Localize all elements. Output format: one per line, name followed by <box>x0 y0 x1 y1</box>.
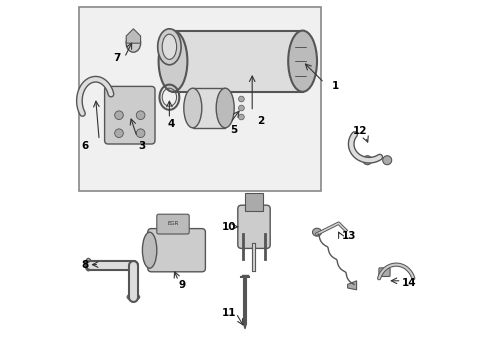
Text: 13: 13 <box>342 231 357 241</box>
Ellipse shape <box>162 34 176 59</box>
Text: 6: 6 <box>81 141 88 151</box>
Circle shape <box>136 129 145 138</box>
Circle shape <box>244 314 246 316</box>
Text: EGR: EGR <box>167 221 179 226</box>
Ellipse shape <box>288 31 317 92</box>
Text: 2: 2 <box>258 116 265 126</box>
FancyBboxPatch shape <box>379 268 390 276</box>
Text: 8: 8 <box>81 260 88 270</box>
Ellipse shape <box>127 294 140 300</box>
Ellipse shape <box>184 88 202 128</box>
Text: 3: 3 <box>139 141 146 151</box>
Circle shape <box>136 111 145 120</box>
Polygon shape <box>126 29 141 43</box>
Text: 14: 14 <box>401 278 416 288</box>
Ellipse shape <box>313 228 321 236</box>
FancyBboxPatch shape <box>245 193 263 211</box>
Ellipse shape <box>143 232 157 268</box>
Circle shape <box>115 111 123 120</box>
Circle shape <box>239 114 245 120</box>
Text: 12: 12 <box>353 126 368 136</box>
Text: 1: 1 <box>331 81 339 91</box>
Ellipse shape <box>159 31 187 92</box>
Polygon shape <box>347 281 357 290</box>
Ellipse shape <box>216 88 234 128</box>
Polygon shape <box>193 88 225 128</box>
Text: 7: 7 <box>114 53 121 63</box>
Text: 9: 9 <box>178 280 186 291</box>
Ellipse shape <box>85 258 92 271</box>
Circle shape <box>244 296 246 298</box>
FancyBboxPatch shape <box>238 205 270 248</box>
Ellipse shape <box>383 156 392 165</box>
Circle shape <box>239 105 245 111</box>
Circle shape <box>244 305 246 307</box>
Ellipse shape <box>158 29 181 65</box>
Circle shape <box>239 96 245 102</box>
Circle shape <box>244 287 246 289</box>
Ellipse shape <box>363 156 372 165</box>
FancyBboxPatch shape <box>148 229 205 272</box>
Text: 11: 11 <box>221 308 236 318</box>
FancyBboxPatch shape <box>157 214 189 234</box>
Text: 5: 5 <box>231 125 238 135</box>
Text: 4: 4 <box>168 119 175 129</box>
Circle shape <box>115 129 123 138</box>
Polygon shape <box>173 31 303 92</box>
Ellipse shape <box>126 34 141 52</box>
FancyBboxPatch shape <box>104 86 155 144</box>
Text: 10: 10 <box>221 222 236 232</box>
Bar <box>79 7 320 191</box>
